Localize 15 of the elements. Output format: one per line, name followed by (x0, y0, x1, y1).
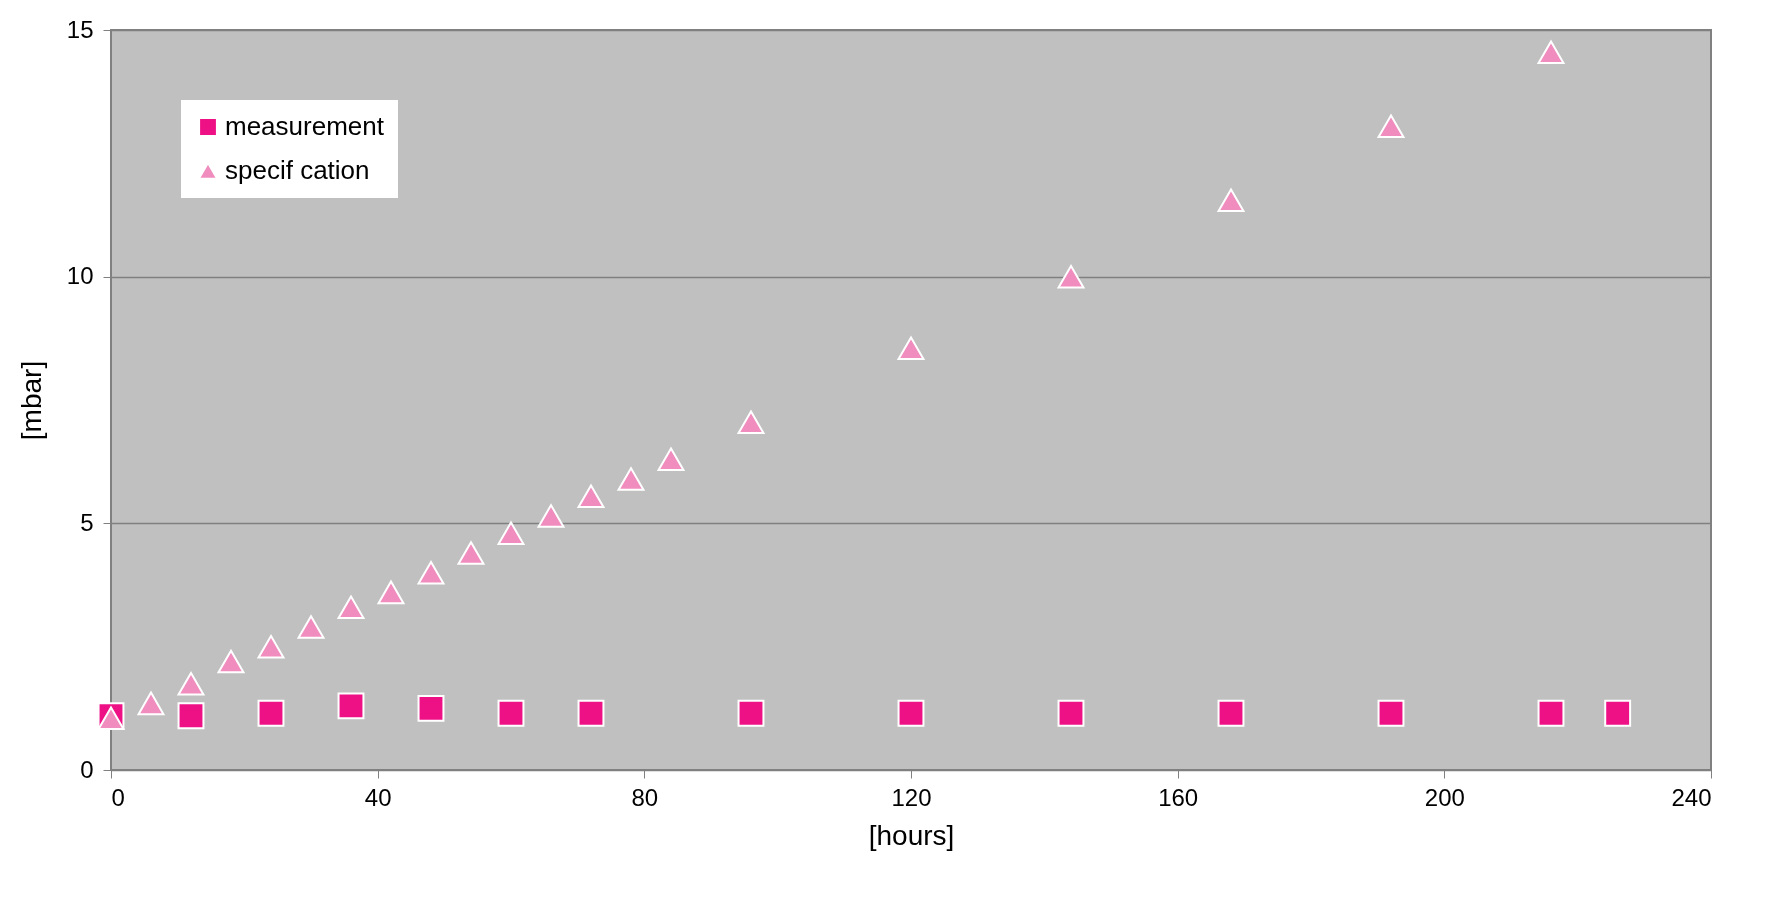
x-tick-label: 120 (891, 783, 932, 811)
y-axis-title: [mbar] (15, 360, 47, 441)
legend-label: specif cation (225, 155, 370, 185)
y-tick-label: 15 (66, 15, 94, 43)
x-axis-title: [hours] (868, 819, 955, 851)
y-tick-label: 0 (80, 755, 94, 783)
x-tick-label: 200 (1424, 783, 1465, 811)
x-tick-label: 160 (1158, 783, 1199, 811)
legend-label: measurement (225, 111, 385, 141)
x-tick-label: 40 (364, 783, 392, 811)
x-tick-label: 240 (1671, 783, 1712, 811)
y-tick-label: 10 (66, 262, 94, 290)
x-tick-label: 80 (631, 783, 659, 811)
y-tick-label: 5 (80, 508, 94, 536)
x-tick-label: 0 (111, 783, 125, 811)
